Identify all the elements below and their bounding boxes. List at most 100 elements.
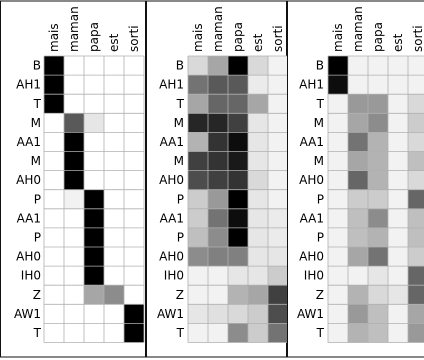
y-tick-label: P [34, 230, 41, 244]
heatmap-cell [228, 56, 248, 76]
heatmap-cell [84, 208, 104, 228]
heatmap-cell [388, 227, 408, 247]
heatmap-cell [388, 304, 408, 324]
heatmap-cell [228, 132, 248, 152]
heatmap-cell [44, 151, 64, 171]
heatmap-cell [84, 75, 104, 95]
heatmap-cell [208, 266, 228, 286]
x-tick-label: sorti [271, 25, 285, 52]
heatmap-cell [44, 189, 64, 209]
heatmap-cell [188, 56, 208, 76]
y-tick-label: AW1 [14, 307, 41, 321]
heatmap-cell [408, 170, 424, 190]
heatmap-cell [188, 189, 208, 209]
heatmap-cell [388, 208, 408, 228]
heatmap-cell [268, 227, 288, 247]
heatmap-cell [368, 170, 388, 190]
heatmap-cell [388, 170, 408, 190]
x-tick-label: papa [87, 22, 101, 52]
y-tick-label: AH0 [16, 250, 41, 264]
heatmap-cell [348, 208, 368, 228]
heatmap-cell [208, 247, 228, 267]
heatmap-cell [388, 94, 408, 114]
heatmap-cell [64, 227, 84, 247]
heatmap-cell [228, 285, 248, 305]
x-tick-label: mais [47, 23, 61, 52]
heatmap-cell [368, 56, 388, 76]
heatmap-cell [124, 151, 144, 171]
heatmap-cell [368, 285, 388, 305]
heatmap-cell [188, 151, 208, 171]
y-tick-label: Z [316, 288, 324, 302]
heatmap-cell [64, 208, 84, 228]
heatmap-cell [268, 132, 288, 152]
y-tick-label: AH1 [16, 78, 41, 92]
heatmap-cell [104, 170, 124, 190]
heatmap-cell [124, 304, 144, 324]
y-tick-label: AA1 [160, 135, 184, 149]
heatmap-cell [104, 151, 124, 171]
heatmap-cell [328, 170, 348, 190]
heatmap-cell [208, 170, 228, 190]
heatmap-cell [348, 151, 368, 171]
heatmap-cell [208, 285, 228, 305]
heatmap-cell [248, 94, 268, 114]
heatmap-cell [64, 132, 84, 152]
heatmap-cell [208, 151, 228, 171]
heatmap-panel-2: mais maman papa est sortiBAH1TMAA1MAH0PAA1PA… [146, 0, 289, 358]
x-tick-label: papa [231, 22, 245, 52]
heatmap-cell [84, 285, 104, 305]
heatmap-cell [328, 189, 348, 209]
heatmap-cell [104, 323, 124, 343]
heatmap-cell [208, 56, 228, 76]
heatmap-cell [348, 75, 368, 95]
heatmap-cell [208, 113, 228, 133]
y-tick-label: T [176, 326, 185, 340]
heatmap-cell [64, 189, 84, 209]
heatmap-cell [408, 56, 424, 76]
y-tick-label: AH0 [16, 173, 41, 187]
heatmap-cell [44, 227, 64, 247]
heatmap-cell [368, 132, 388, 152]
heatmap-cell [208, 227, 228, 247]
heatmap-cell [124, 208, 144, 228]
heatmap-cell [44, 208, 64, 228]
heatmap-cell [188, 170, 208, 190]
y-tick-label: T [33, 326, 42, 340]
x-tick-label: maman [211, 6, 225, 52]
heatmap-cell [124, 227, 144, 247]
heatmap-cell [268, 189, 288, 209]
heatmap-cell [228, 304, 248, 324]
heatmap-cell [348, 132, 368, 152]
heatmap-cell [388, 113, 408, 133]
heatmap-cell [248, 227, 268, 247]
y-tick-label: T [316, 326, 325, 340]
y-tick-label: M [31, 154, 41, 168]
heatmap-cell [188, 132, 208, 152]
heatmap-cell [44, 113, 64, 133]
y-tick-label: M [174, 116, 184, 130]
y-tick-label: T [176, 97, 185, 111]
heatmap-cell [248, 247, 268, 267]
heatmap-cell [44, 266, 64, 286]
heatmap-cell [124, 75, 144, 95]
y-tick-label: AH1 [299, 78, 324, 92]
y-tick-label: IH0 [304, 269, 324, 283]
heatmap-cell [124, 56, 144, 76]
heatmap-cell [228, 247, 248, 267]
heatmap-cell [124, 266, 144, 286]
heatmap-cell [84, 151, 104, 171]
heatmap-cell [348, 285, 368, 305]
heatmap-panel-3: mais maman papa est sortiBAH1TMAA1MAH0PAA1PA… [287, 0, 424, 358]
heatmap-cell [124, 189, 144, 209]
heatmap-cell [84, 266, 104, 286]
heatmap-cell [388, 323, 408, 343]
heatmap-cell [368, 151, 388, 171]
heatmap-cell [368, 266, 388, 286]
heatmap-cell [328, 56, 348, 76]
heatmap-cell [328, 266, 348, 286]
heatmap-cell [84, 189, 104, 209]
heatmap-cell [228, 227, 248, 247]
heatmap-cell [84, 132, 104, 152]
heatmap-cell [328, 94, 348, 114]
